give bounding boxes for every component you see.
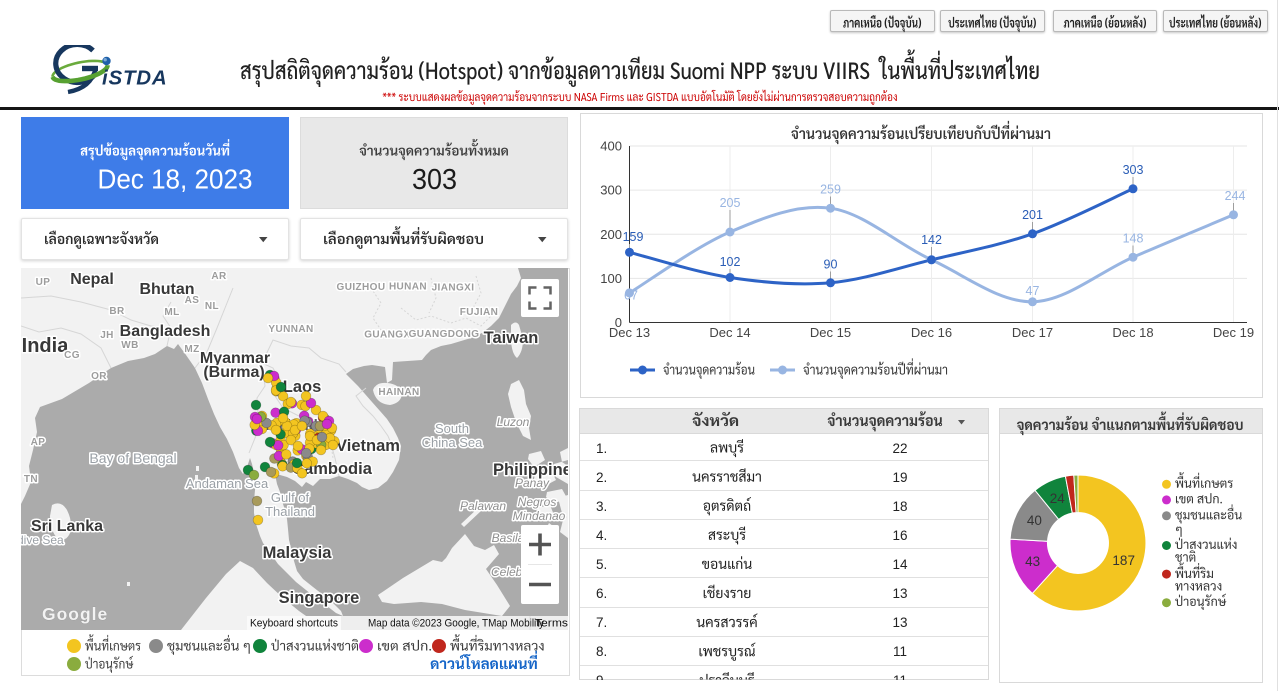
svg-text:142: 142 (921, 233, 942, 247)
svg-text:Negros: Negros (518, 495, 557, 509)
svg-text:BR: BR (109, 306, 125, 317)
svg-text:Vietnam: Vietnam (336, 437, 400, 455)
svg-text:0: 0 (615, 315, 622, 330)
svg-text:GUANGDONG: GUANGDONG (409, 329, 480, 340)
svg-text:148: 148 (1123, 232, 1144, 246)
svg-text:201: 201 (1022, 208, 1043, 222)
svg-text:MZ: MZ (184, 344, 199, 355)
svg-text:Panay: Panay (515, 476, 550, 490)
svg-text:HUNAN: HUNAN (389, 282, 427, 293)
svg-text:UP: UP (36, 277, 51, 288)
svg-text:Terms: Terms (535, 618, 568, 630)
svg-text:NL: NL (205, 301, 219, 312)
svg-text:40: 40 (1027, 513, 1042, 528)
svg-text:Dec 14: Dec 14 (709, 325, 750, 340)
svg-text:Basila: Basila (492, 531, 525, 545)
svg-text:Taiwan: Taiwan (484, 329, 539, 347)
svg-text:AR: AR (211, 271, 227, 282)
svg-text:43: 43 (1025, 554, 1040, 569)
svg-text:Mindanao: Mindanao (513, 509, 566, 523)
svg-text:Keyboard shortcuts: Keyboard shortcuts (250, 618, 338, 630)
svg-text:300: 300 (600, 183, 622, 198)
svg-text:JIANGXI: JIANGXI (432, 283, 475, 294)
svg-text:Laos: Laos (283, 378, 322, 396)
svg-text:Map data ©2023 Google, TMap Mo: Map data ©2023 Google, TMap Mobility (368, 618, 544, 630)
svg-text:Dec 16: Dec 16 (911, 325, 952, 340)
svg-text:244: 244 (1225, 189, 1246, 203)
svg-text:HAINAN: HAINAN (378, 387, 419, 398)
svg-text:24: 24 (1050, 491, 1066, 506)
svg-text:AP: AP (31, 437, 46, 448)
svg-text:South: South (435, 421, 469, 436)
svg-text:AS: AS (185, 295, 200, 306)
svg-text:187: 187 (1112, 553, 1135, 568)
svg-text:Philippines: Philippines (493, 461, 568, 479)
svg-text:100: 100 (600, 271, 622, 286)
svg-text:GUANGXI: GUANGXI (364, 330, 413, 341)
svg-text:WB: WB (121, 340, 138, 351)
svg-text:Google: Google (42, 604, 108, 624)
svg-text:Palawan: Palawan (460, 499, 506, 513)
svg-text:TN: TN (24, 474, 38, 485)
svg-text:Gulf of: Gulf of (271, 490, 310, 505)
svg-text:(Burma): (Burma) (203, 364, 264, 381)
svg-text:Dec 19: Dec 19 (1213, 325, 1254, 340)
svg-text:Singapore: Singapore (279, 589, 360, 607)
svg-text:Sri Lanka: Sri Lanka (31, 518, 103, 535)
svg-text:Andaman Sea: Andaman Sea (186, 476, 269, 491)
svg-text:CG: CG (64, 350, 80, 361)
svg-text:Dec 13: Dec 13 (609, 325, 650, 340)
svg-text:OR: OR (91, 371, 107, 382)
svg-text:90: 90 (824, 258, 838, 272)
svg-text:India: India (22, 335, 70, 357)
svg-text:Luzon: Luzon (497, 415, 530, 429)
svg-text:ML: ML (164, 307, 179, 318)
svg-text:Dec 15: Dec 15 (810, 325, 851, 340)
svg-text:Dec 18, 2023: Dec 18, 2023 (98, 163, 253, 194)
svg-text:159: 159 (623, 230, 644, 244)
svg-text:Dec 18: Dec 18 (1112, 325, 1153, 340)
svg-text:Malaysia: Malaysia (263, 544, 333, 562)
svg-text:Bhutan: Bhutan (139, 281, 194, 298)
svg-text:China Sea: China Sea (422, 435, 483, 450)
svg-text:Bangladesh: Bangladesh (120, 323, 211, 340)
svg-text:200: 200 (600, 227, 622, 242)
svg-text:FUJIAN: FUJIAN (460, 307, 499, 318)
svg-text:259: 259 (820, 183, 841, 197)
svg-text:Nepal: Nepal (70, 271, 114, 288)
svg-text:Bay of Bengal: Bay of Bengal (89, 450, 176, 466)
svg-text:adive Sea: adive Sea (21, 533, 64, 547)
svg-text:JH: JH (100, 330, 114, 341)
svg-text:Dec 17: Dec 17 (1012, 325, 1053, 340)
svg-text:303: 303 (1123, 163, 1144, 177)
svg-text:Thailand: Thailand (265, 504, 315, 519)
svg-text:Myanmar: Myanmar (200, 350, 270, 367)
svg-text:400: 400 (600, 139, 622, 154)
svg-text:47: 47 (1026, 284, 1040, 298)
svg-text:GUIZHOU: GUIZHOU (337, 282, 386, 293)
svg-text:67: 67 (624, 289, 638, 303)
svg-text:303: 303 (412, 164, 457, 196)
svg-text:iSTDA: iSTDA (102, 67, 168, 90)
svg-text:YUNNAN: YUNNAN (268, 324, 313, 335)
svg-text:205: 205 (720, 196, 741, 210)
svg-text:102: 102 (720, 255, 741, 269)
